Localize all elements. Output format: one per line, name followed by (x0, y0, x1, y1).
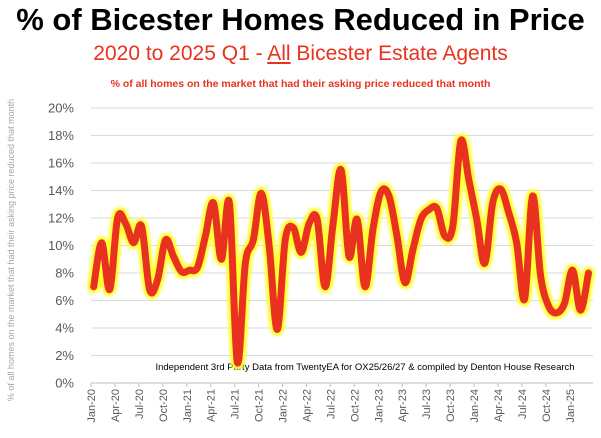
subtitle-post: Bicester Estate Agents (290, 42, 508, 65)
y-tick-label: 14% (48, 183, 74, 198)
y-tick-label: 12% (48, 211, 74, 226)
x-tick-label: Jul-21 (230, 389, 242, 419)
x-tick-label: Jan-21 (182, 389, 194, 423)
x-tick-label: Oct-20 (158, 389, 170, 422)
x-tick-label: Apr-23 (397, 389, 409, 422)
subtitle-pre: 2020 to 2025 Q1 - (93, 42, 268, 65)
x-tick-label: Jul-22 (325, 389, 337, 419)
x-tick-label: Jul-20 (134, 389, 146, 419)
y-axis-label: % of all homes on the market that had th… (6, 99, 16, 401)
x-tick-label: Oct-23 (445, 389, 457, 422)
y-tick-label: 4% (55, 321, 74, 336)
x-tick-label: Apr-24 (493, 389, 505, 422)
y-tick-label: 10% (48, 238, 74, 253)
y-tick-label: 2% (55, 348, 74, 363)
y-tick-label: 8% (55, 266, 74, 281)
y-tick-label: 0% (55, 376, 74, 391)
x-tick-label: Jul-23 (421, 389, 433, 419)
chart-subtitle: 2020 to 2025 Q1 - All Bicester Estate Ag… (0, 42, 601, 66)
x-tick-label: Oct-24 (541, 389, 553, 422)
chart-note: % of all homes on the market that had th… (110, 78, 491, 90)
x-tick-label: Apr-21 (206, 389, 218, 422)
source-annotation: Independent 3rd Party Data from TwentyEA… (155, 362, 574, 373)
subtitle-emphasis: All (267, 42, 291, 65)
series-line (90, 136, 592, 367)
x-tick-label: Apr-22 (301, 389, 313, 422)
y-tick-label: 16% (48, 156, 74, 171)
x-tick-label: Jan-23 (373, 389, 385, 423)
x-tick-label: Jan-25 (565, 389, 577, 423)
x-tick-label: Oct-21 (254, 389, 266, 422)
y-tick-label: 6% (55, 293, 74, 308)
x-tick-label: Apr-20 (110, 389, 122, 422)
x-tick-label: Jan-22 (278, 389, 290, 423)
x-tick-label: Jan-24 (469, 389, 481, 423)
y-tick-label: 20% (48, 101, 74, 116)
y-tick-label: 18% (48, 128, 74, 143)
chart-title: % of Bicester Homes Reduced in Price (16, 2, 585, 37)
x-tick-label: Jul-24 (517, 389, 529, 419)
x-tick-label: Oct-22 (349, 389, 361, 422)
x-tick-label: Jan-20 (86, 389, 98, 423)
